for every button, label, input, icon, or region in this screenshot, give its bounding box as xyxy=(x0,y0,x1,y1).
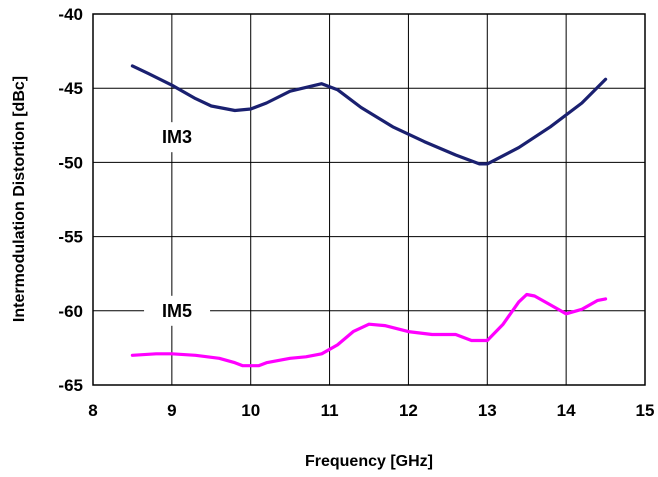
y-tick-label: -50 xyxy=(58,153,83,172)
y-tick-label: -55 xyxy=(58,228,83,247)
series-line-im5 xyxy=(130,292,608,368)
series-label-backing xyxy=(144,295,211,326)
x-axis-title: Frequency [GHz] xyxy=(305,453,433,470)
series-labels: IM3 IM5 xyxy=(144,122,211,326)
x-tick-label: 12 xyxy=(399,401,418,420)
x-tick-label: 13 xyxy=(478,401,497,420)
series-label-backing xyxy=(144,122,211,153)
series-label-im3: IM3 xyxy=(162,127,192,147)
x-tick-label: 9 xyxy=(167,401,176,420)
y-tick-label: -65 xyxy=(58,376,83,395)
x-tick-label: 14 xyxy=(557,401,576,420)
tick-labels: 8 9 10 11 12 13 14 15 -40 -45 -50 -55 -60 -65 xyxy=(58,5,654,420)
y-tick-label: -40 xyxy=(58,5,83,24)
x-tick-label: 15 xyxy=(636,401,655,420)
x-tick-label: 10 xyxy=(241,401,260,420)
plot-frame xyxy=(92,13,646,386)
grid xyxy=(93,14,645,385)
y-axis-title: Intermodulation Distortion [dBc] xyxy=(11,76,28,322)
x-tick-label: 8 xyxy=(88,401,97,420)
series-lines xyxy=(130,64,608,368)
series-label-im5: IM5 xyxy=(162,301,192,321)
y-tick-label: -60 xyxy=(58,302,83,321)
x-tick-label: 11 xyxy=(321,401,339,420)
series-line-im3 xyxy=(130,64,608,166)
y-tick-label: -45 xyxy=(58,79,83,98)
